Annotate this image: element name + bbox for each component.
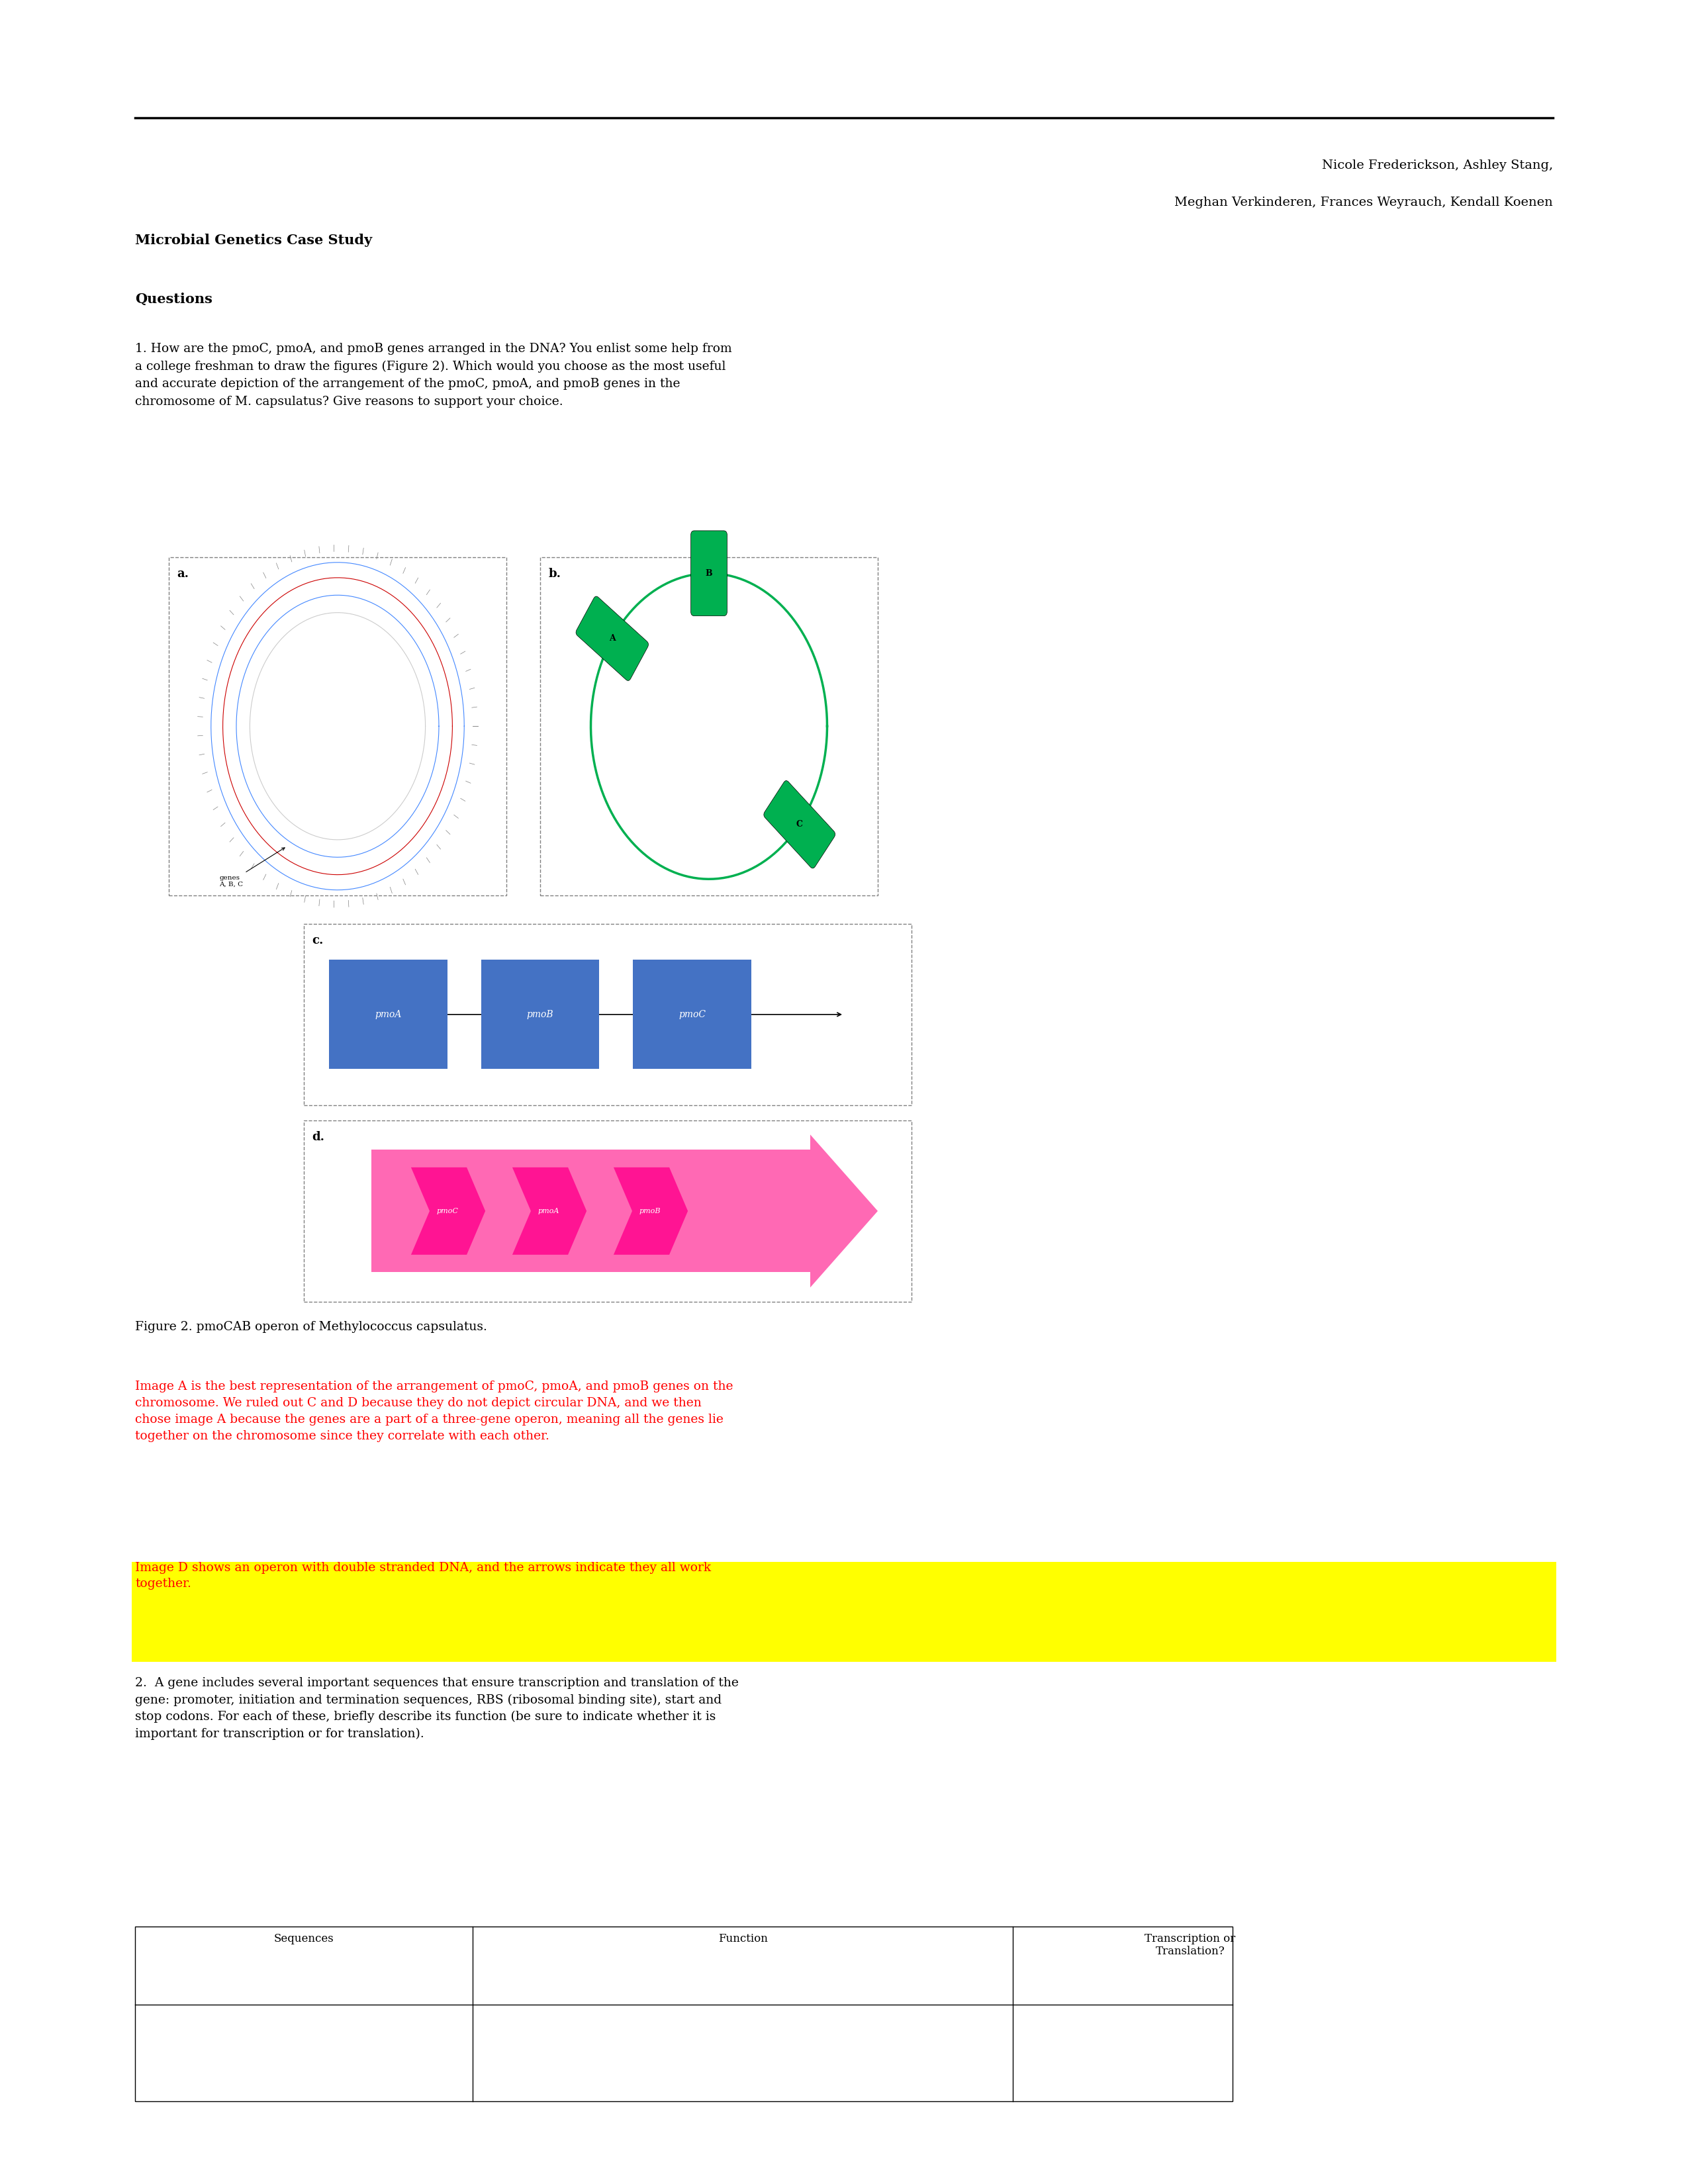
Text: Questions: Questions xyxy=(135,293,213,306)
Polygon shape xyxy=(513,1166,587,1254)
Text: c.: c. xyxy=(312,935,324,946)
Text: Image D shows an operon with double stranded DNA, and the arrows indicate they a: Image D shows an operon with double stra… xyxy=(135,1562,711,1590)
Polygon shape xyxy=(614,1166,689,1254)
Polygon shape xyxy=(410,1166,486,1254)
Text: genes
A, B, C: genes A, B, C xyxy=(219,847,285,887)
Text: Sequences: Sequences xyxy=(273,1933,334,1944)
Text: pmoB: pmoB xyxy=(640,1208,660,1214)
Text: Nicole Frederickson, Ashley Stang,: Nicole Frederickson, Ashley Stang, xyxy=(1322,159,1553,170)
Text: B: B xyxy=(706,570,712,577)
Text: pmoA: pmoA xyxy=(375,1009,402,1020)
Text: C: C xyxy=(797,821,803,828)
FancyBboxPatch shape xyxy=(329,961,447,1070)
FancyBboxPatch shape xyxy=(371,1149,810,1271)
Text: Figure 2. pmoCAB operon of Methylococcus capsulatus.: Figure 2. pmoCAB operon of Methylococcus… xyxy=(135,1321,488,1332)
Text: d.: d. xyxy=(312,1131,324,1142)
Text: Function: Function xyxy=(717,1933,768,1944)
Text: Transcription or
Translation?: Transcription or Translation? xyxy=(1144,1933,1236,1957)
FancyBboxPatch shape xyxy=(304,924,912,1105)
FancyBboxPatch shape xyxy=(169,557,506,895)
Text: Microbial Genetics Case Study: Microbial Genetics Case Study xyxy=(135,234,371,247)
FancyBboxPatch shape xyxy=(135,1926,1232,2101)
Polygon shape xyxy=(810,1136,878,1289)
Text: A: A xyxy=(609,633,616,642)
FancyBboxPatch shape xyxy=(304,1120,912,1302)
Text: 1. How are the pmoC, pmoA, and pmoB genes arranged in the DNA? You enlist some h: 1. How are the pmoC, pmoA, and pmoB gene… xyxy=(135,343,733,408)
FancyBboxPatch shape xyxy=(690,531,728,616)
FancyBboxPatch shape xyxy=(763,780,836,869)
Text: Meghan Verkinderen, Frances Weyrauch, Kendall Koenen: Meghan Verkinderen, Frances Weyrauch, Ke… xyxy=(1175,197,1553,207)
Text: Image A is the best representation of the arrangement of pmoC, pmoA, and pmoB ge: Image A is the best representation of th… xyxy=(135,1380,733,1441)
FancyArrowPatch shape xyxy=(373,1206,842,1216)
Text: pmoA: pmoA xyxy=(538,1208,559,1214)
FancyBboxPatch shape xyxy=(132,1562,1556,1662)
Text: a.: a. xyxy=(177,568,189,579)
FancyBboxPatch shape xyxy=(481,961,599,1070)
Text: pmoB: pmoB xyxy=(527,1009,554,1020)
FancyBboxPatch shape xyxy=(633,961,751,1070)
FancyBboxPatch shape xyxy=(576,596,648,681)
Text: pmoC: pmoC xyxy=(679,1009,706,1020)
Text: b.: b. xyxy=(549,568,560,579)
Text: 2.  A gene includes several important sequences that ensure transcription and tr: 2. A gene includes several important seq… xyxy=(135,1677,739,1741)
Text: pmoC: pmoC xyxy=(437,1208,457,1214)
FancyBboxPatch shape xyxy=(540,557,878,895)
